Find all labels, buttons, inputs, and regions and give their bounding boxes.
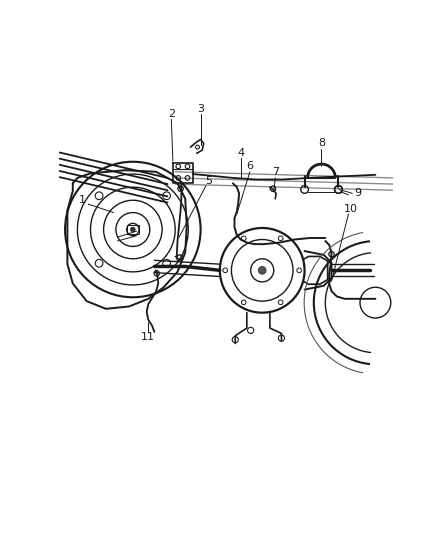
Text: 11: 11 [141,332,155,342]
Text: 10: 10 [344,204,358,214]
Circle shape [258,266,266,274]
Text: 6: 6 [247,161,254,172]
Text: 1: 1 [79,195,86,205]
Text: 8: 8 [318,138,325,148]
Text: 9: 9 [354,188,361,198]
Text: 7: 7 [272,167,279,177]
Text: 5: 5 [205,176,212,186]
Text: 3: 3 [197,103,204,114]
Circle shape [131,227,135,232]
Text: 2: 2 [168,109,175,119]
Text: 4: 4 [237,148,244,158]
